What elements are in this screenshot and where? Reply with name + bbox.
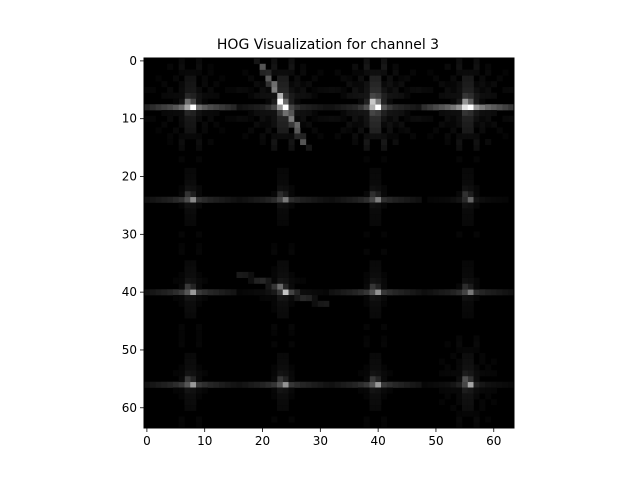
hog-cell-r2-c0 — [144, 243, 237, 336]
y-tick-label: 0 — [129, 54, 137, 68]
hog-cell-r0-c3 — [421, 58, 515, 151]
hog-cell-r0-c1 — [236, 58, 330, 151]
x-axis: 0 10 20 30 40 50 60 — [143, 428, 501, 448]
y-tick-label: 20 — [122, 170, 137, 184]
hog-cell-r1-c2 — [329, 156, 422, 238]
hog-cell-r0-c0 — [144, 58, 237, 151]
x-tick-label: 10 — [197, 434, 212, 448]
x-tick-label: 60 — [486, 434, 501, 448]
hog-cell-r3-c2 — [329, 335, 422, 429]
x-tick-label: 20 — [255, 434, 270, 448]
x-tick-label: 0 — [143, 434, 151, 448]
hog-cell-r1-c0 — [144, 156, 237, 238]
hog-cell-r3-c1 — [236, 341, 330, 423]
hog-cell-r1-c3 — [427, 156, 509, 238]
plot-frame — [143, 57, 515, 429]
heatmap-image — [144, 58, 515, 429]
y-tick-label: 50 — [122, 343, 137, 357]
x-tick-label: 30 — [313, 434, 328, 448]
hog-cell-r2-c1 — [236, 243, 330, 336]
y-tick-label: 40 — [122, 285, 137, 299]
y-tick-label: 10 — [122, 112, 137, 126]
hog-cell-r1-c1 — [236, 167, 330, 226]
y-tick-label: 60 — [122, 401, 137, 415]
y-tick-label: 30 — [122, 227, 137, 241]
chart-title: HOG Visualization for channel 3 — [217, 37, 439, 53]
hog-cell-r2-c2 — [329, 248, 422, 331]
hog-cell-r3-c3 — [421, 335, 515, 429]
x-tick-label: 50 — [428, 434, 443, 448]
y-axis: 0 10 20 30 40 50 60 — [122, 54, 144, 415]
hog-cell-r3-c0 — [144, 335, 237, 429]
x-tick-label: 40 — [371, 434, 386, 448]
hog-cell-r0-c2 — [329, 58, 422, 151]
hog-cell-r2-c3 — [421, 260, 515, 319]
